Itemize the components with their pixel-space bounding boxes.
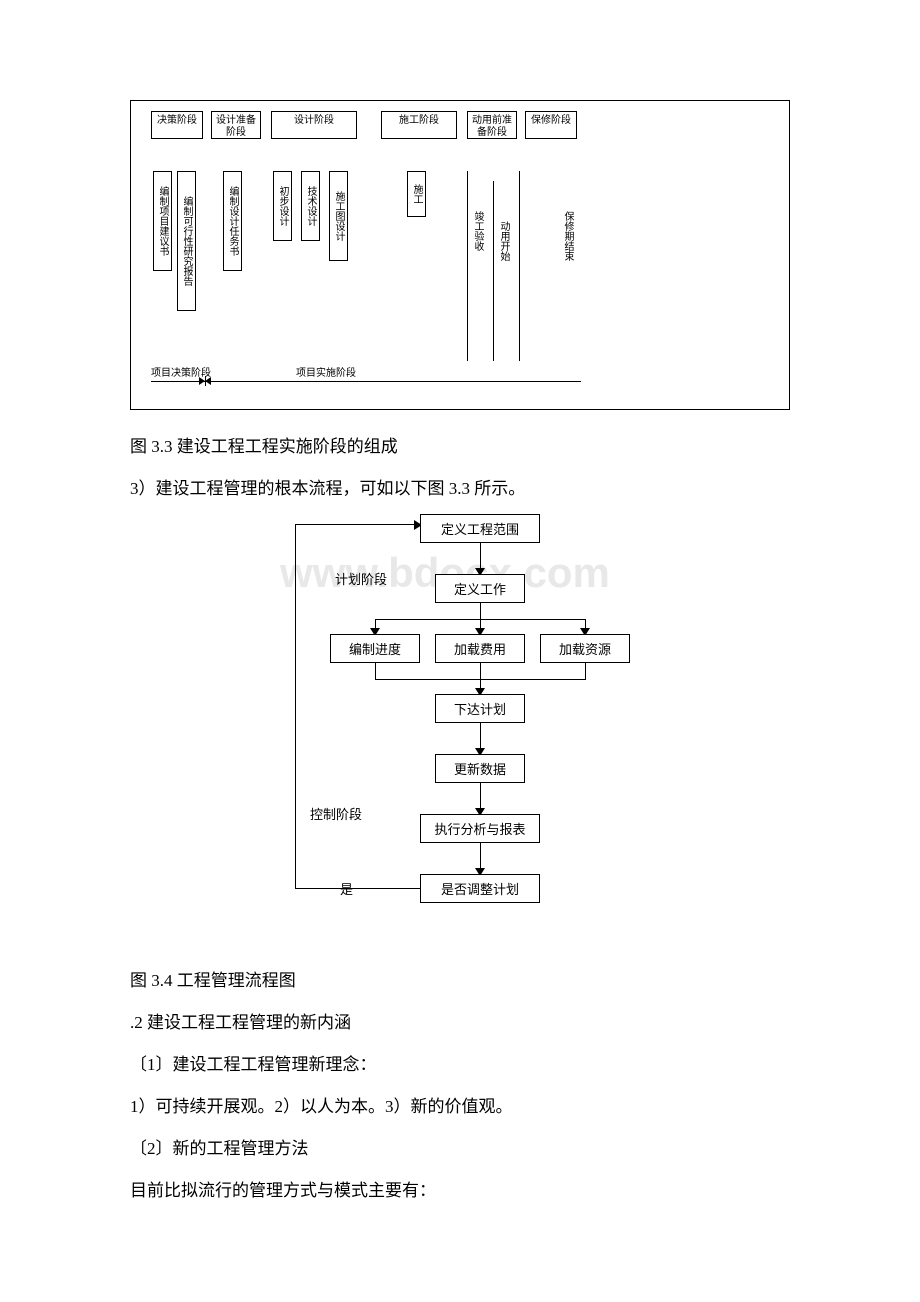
para-5: 〔2〕新的工程管理方法: [130, 1132, 790, 1166]
flow-vline: [295, 524, 296, 889]
flow-hline: [375, 679, 480, 680]
phase-vert-label: 保修期结束: [561, 211, 574, 261]
phase-header: 设计阶段: [271, 111, 357, 139]
phase-cell: 编制设计任务书: [223, 171, 242, 271]
phase-vbar: [519, 171, 520, 361]
phase-vbar: [467, 171, 468, 361]
para-1: 3）建设工程管理的根本流程，可如以下图 3.3 所示。: [130, 472, 790, 506]
bottom-label-2: 项目实施阶段: [296, 364, 356, 379]
phase-cell: 施工图设计: [329, 171, 348, 261]
phase-diagram: 项目决策阶段 项目实施阶段 决策阶段设计准备阶段设计阶段施工阶段动用前准备阶段保…: [130, 100, 790, 410]
flow-vline: [375, 660, 376, 680]
para-4: 1）可持续开展观。2）以人为本。3）新的价值观。: [130, 1090, 790, 1124]
phase-cell: 编制项目建议书: [153, 171, 172, 271]
flow-box: 定义工程范围: [420, 514, 540, 543]
flow-box: 加载资源: [540, 634, 630, 663]
caption-2: 图 3.4 工程管理流程图: [130, 964, 790, 998]
flow-box: 定义工作: [435, 574, 525, 603]
timeline-sep: [205, 376, 206, 386]
phase-header: 设计准备阶段: [211, 111, 261, 139]
flow-box: 执行分析与报表: [420, 814, 540, 843]
flow-hline: [375, 619, 585, 620]
para-6: 目前比拟流行的管理方式与模式主要有：: [130, 1174, 790, 1208]
flow-box: 加载费用: [435, 634, 525, 663]
phase-header: 决策阶段: [151, 111, 203, 139]
flow-box: 编制进度: [330, 634, 420, 663]
phase-vbar: [493, 181, 494, 361]
flow-box: 是否调整计划: [420, 874, 540, 903]
para-3: 〔1〕建设工程工程管理新理念：: [130, 1048, 790, 1082]
phase-cell: 技术设计: [301, 171, 320, 241]
phase-vert-label: 动用开始: [497, 221, 510, 261]
phase-cell: 编制可行性研究报告: [177, 171, 196, 311]
flowchart: www.bdocx.com 定义工程范围定义工作编制进度加载费用加载资源下达计划…: [180, 514, 630, 944]
flow-box: 下达计划: [435, 694, 525, 723]
caption-1: 图 3.3 建设工程工程实施阶段的组成: [130, 430, 790, 464]
flow-label: 控制阶段: [310, 804, 362, 823]
flow-label: 计划阶段: [335, 569, 387, 588]
flow-label: 是: [340, 879, 353, 898]
flow-hline: [480, 679, 585, 680]
phase-cell: 施工: [407, 171, 426, 217]
flow-hline: [295, 524, 420, 525]
phase-header: 施工阶段: [381, 111, 457, 139]
flow-vline: [585, 660, 586, 680]
phase-header: 保修阶段: [525, 111, 577, 139]
phase-vert-label: 竣工验收: [471, 211, 484, 251]
flow-hline: [295, 888, 420, 889]
phase-header: 动用前准备阶段: [467, 111, 517, 139]
flow-box: 更新数据: [435, 754, 525, 783]
phase-cell: 初步设计: [273, 171, 292, 241]
para-2: .2 建设工程工程管理的新内涵: [130, 1006, 790, 1040]
timeline-bar: [151, 381, 581, 382]
